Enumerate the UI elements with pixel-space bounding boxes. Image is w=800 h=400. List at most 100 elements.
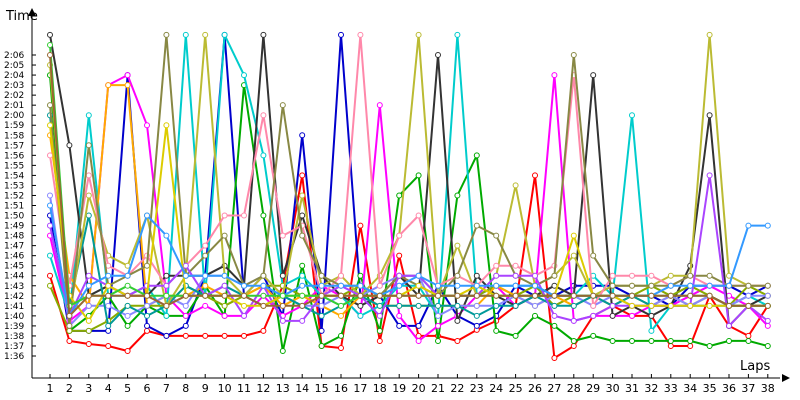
data-point bbox=[144, 262, 150, 269]
data-point bbox=[221, 302, 228, 309]
data-point bbox=[357, 222, 364, 229]
data-point bbox=[202, 332, 209, 339]
data-point bbox=[551, 355, 558, 362]
data-point bbox=[454, 192, 461, 199]
data-point bbox=[357, 282, 364, 289]
data-point bbox=[105, 322, 112, 329]
data-point bbox=[570, 232, 577, 239]
x-tick-label: 35 bbox=[703, 382, 717, 395]
data-point bbox=[764, 282, 771, 289]
y-tick-label: 2:03 bbox=[4, 81, 24, 91]
series-18 bbox=[47, 52, 771, 319]
data-point bbox=[299, 302, 306, 309]
data-point bbox=[493, 302, 500, 309]
data-point bbox=[415, 302, 422, 309]
data-point bbox=[590, 332, 597, 339]
data-point bbox=[221, 282, 228, 289]
data-point bbox=[144, 327, 150, 334]
y-tick-label: 1:46 bbox=[4, 252, 24, 262]
data-point bbox=[493, 282, 500, 289]
data-point bbox=[47, 122, 53, 129]
data-point bbox=[435, 292, 441, 299]
data-point bbox=[318, 312, 325, 319]
data-point bbox=[726, 282, 732, 289]
series-6 bbox=[47, 31, 771, 329]
data-point bbox=[47, 41, 53, 48]
data-point bbox=[415, 337, 422, 344]
data-point bbox=[454, 337, 461, 344]
data-point bbox=[124, 312, 131, 319]
data-point bbox=[764, 302, 771, 309]
data-point bbox=[163, 302, 170, 309]
x-tick-label: 2 bbox=[66, 382, 73, 395]
data-point bbox=[202, 252, 209, 259]
data-point bbox=[318, 302, 325, 309]
data-point bbox=[473, 272, 480, 279]
x-tick-label: 37 bbox=[741, 382, 755, 395]
data-point bbox=[551, 72, 558, 79]
data-point bbox=[396, 272, 403, 279]
data-point bbox=[512, 332, 519, 339]
data-point bbox=[764, 342, 771, 349]
y-tick-label: 1:47 bbox=[4, 242, 24, 252]
data-point bbox=[241, 302, 247, 309]
data-point bbox=[221, 31, 228, 38]
data-point bbox=[66, 322, 73, 329]
data-point bbox=[512, 262, 519, 269]
data-point bbox=[144, 302, 150, 309]
data-point bbox=[318, 282, 325, 289]
data-point bbox=[376, 327, 383, 334]
data-point bbox=[493, 327, 500, 334]
data-point bbox=[629, 112, 635, 119]
x-tick-label: 12 bbox=[256, 382, 270, 395]
data-point bbox=[493, 262, 500, 269]
data-point bbox=[85, 212, 92, 219]
data-point bbox=[279, 232, 286, 239]
data-point bbox=[745, 302, 752, 309]
y-tick-label: 2:00 bbox=[4, 111, 24, 121]
x-tick-label: 8 bbox=[182, 382, 189, 395]
data-point bbox=[648, 272, 655, 279]
data-point bbox=[260, 152, 267, 159]
data-point bbox=[66, 337, 73, 344]
y-tick-label: 1:48 bbox=[4, 232, 24, 242]
y-tick-label: 2:01 bbox=[4, 101, 24, 111]
y-tick-label: 1:57 bbox=[4, 141, 24, 151]
x-tick-label: 34 bbox=[683, 382, 697, 395]
data-point bbox=[221, 272, 228, 279]
y-tick-label: 1:56 bbox=[4, 151, 24, 161]
data-point bbox=[144, 212, 150, 219]
data-point bbox=[299, 232, 306, 239]
data-point bbox=[493, 292, 500, 299]
data-point bbox=[163, 122, 170, 129]
data-point bbox=[609, 312, 616, 319]
data-point bbox=[764, 317, 771, 324]
data-point bbox=[299, 292, 306, 299]
data-point bbox=[105, 82, 112, 89]
data-point bbox=[85, 142, 92, 149]
x-tick-label: 14 bbox=[295, 382, 309, 395]
x-tick-label: 19 bbox=[392, 382, 406, 395]
y-tick-label: 2:06 bbox=[4, 51, 24, 61]
data-point bbox=[590, 72, 597, 79]
data-point bbox=[512, 292, 519, 299]
data-point bbox=[66, 312, 73, 319]
data-point bbox=[241, 312, 247, 319]
data-point bbox=[338, 344, 344, 351]
y-tick-label: 1:39 bbox=[4, 322, 24, 332]
data-point bbox=[667, 342, 674, 349]
data-point bbox=[648, 292, 655, 299]
data-point bbox=[182, 332, 189, 339]
data-point bbox=[454, 242, 461, 249]
data-point bbox=[47, 272, 53, 279]
data-point bbox=[221, 312, 228, 319]
data-point bbox=[687, 292, 694, 299]
data-point bbox=[667, 302, 674, 309]
data-point bbox=[260, 327, 267, 334]
x-tick-label: 30 bbox=[606, 382, 620, 395]
data-point bbox=[590, 302, 597, 309]
x-tick-label: 28 bbox=[567, 382, 581, 395]
data-point bbox=[493, 272, 500, 279]
data-point bbox=[299, 172, 306, 179]
